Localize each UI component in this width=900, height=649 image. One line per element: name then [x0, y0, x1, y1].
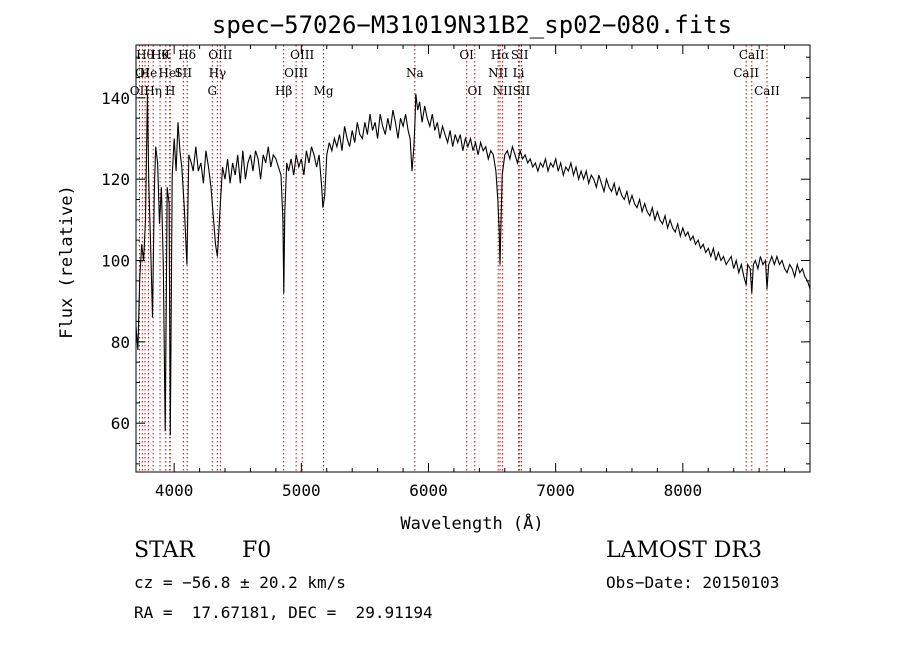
spectral-line-label: Hα — [491, 48, 510, 62]
spectral-line-label: Na — [406, 66, 424, 80]
spectral-line-label: G — [208, 84, 218, 98]
plot-area: OIIOIHθHeHηHθKHeIHSIIHδGHγOIIIHβOIIIOIII… — [101, 44, 811, 500]
spectral-line-label: Hθ — [136, 48, 154, 62]
x-tick-label: 6000 — [409, 481, 448, 500]
y-tick-label: 80 — [111, 333, 130, 352]
y-tick-label: 140 — [101, 89, 130, 108]
spectral-line-label: OIII — [284, 66, 308, 80]
x-axis-label: Wavelength (Å) — [400, 512, 543, 534]
spectral-line-label: Hβ — [275, 84, 292, 98]
spectral-line-label: H — [165, 84, 175, 98]
spectral-line-label: OIII — [208, 48, 232, 62]
y-tick-label: 60 — [111, 414, 130, 433]
y-tick-label: 120 — [101, 170, 130, 189]
spectrum-trace — [136, 93, 810, 436]
spectral-line-label: CaII — [754, 84, 780, 98]
y-axis-label: Flux (relative) — [57, 185, 77, 339]
spectral-line-label: Li — [513, 66, 525, 80]
spectral-line-label: Hθ — [151, 48, 169, 62]
spectral-line-label: K — [161, 48, 171, 62]
spectral-line-label: NII — [488, 66, 508, 80]
chart-title: spec−57026−M31019N31B2_sp02−080.fits — [212, 11, 732, 39]
spectral-line-label: CaII — [739, 48, 765, 62]
spectral-line-label: SII — [511, 48, 529, 62]
spectral-line-label: Mg — [314, 84, 334, 98]
x-tick-label: 4000 — [155, 481, 194, 500]
spectral-line-label: OIII — [290, 48, 314, 62]
spectral-line-label: OI — [459, 48, 474, 62]
y-tick-label: 100 — [101, 252, 130, 271]
x-tick-label: 5000 — [282, 481, 321, 500]
spectral-line-label: Hγ — [209, 66, 227, 80]
coordinates-info: RA = 17.67181, DEC = 29.91194 — [134, 603, 433, 622]
object-class: STAR — [134, 538, 195, 563]
spectral-line-label: CaII — [733, 66, 759, 80]
observation-date: Obs−Date: 20150103 — [606, 573, 780, 592]
x-tick-label: 8000 — [664, 481, 703, 500]
spectral-subclass: F0 — [242, 538, 272, 563]
spectral-line-label: SII — [513, 84, 531, 98]
spectral-line-label: OI — [135, 66, 150, 80]
spectral-line-label: Hη — [144, 84, 162, 98]
spectral-line-label: OII — [130, 84, 150, 98]
plot-frame — [135, 44, 811, 473]
survey-name: LAMOST DR3 — [606, 538, 762, 563]
redshift-info: cz = −56.8 ± 20.2 km/s — [134, 573, 346, 592]
spectral-line-label: He — [140, 66, 158, 80]
spectral-line-label: NII — [493, 84, 513, 98]
spectral-line-label: Hδ — [178, 48, 196, 62]
spectral-line-label: SII — [174, 66, 192, 80]
spectral-line-label: OI — [467, 84, 482, 98]
x-tick-label: 7000 — [536, 481, 575, 500]
